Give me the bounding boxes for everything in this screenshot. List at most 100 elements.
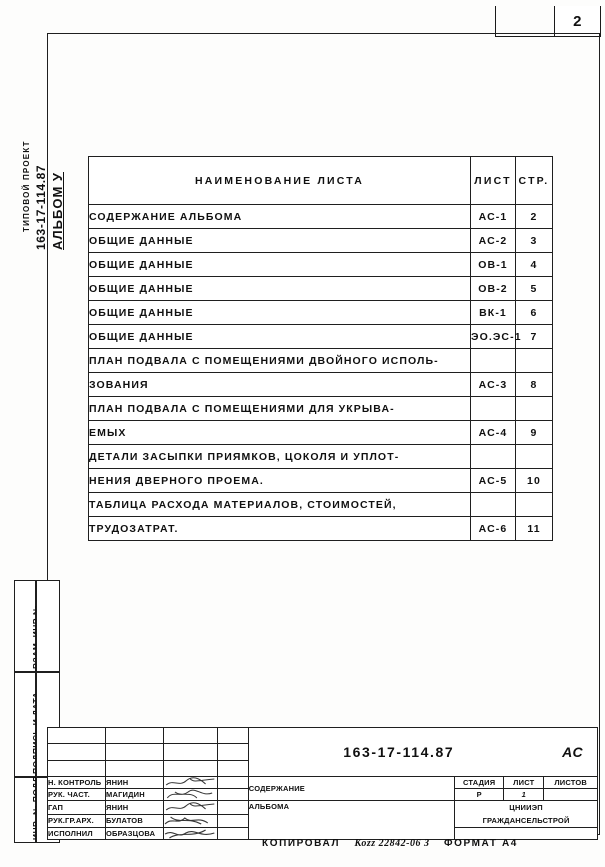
row-name-cont: ЗОВАНИЯ (88, 372, 471, 397)
row-name-cont: ТРУДОЗАТРАТ. (88, 516, 471, 541)
table-row: ПЛАН ПОДВАЛА С ПОМЕЩЕНИЯМИ ДВОЙНОГО ИСПО… (88, 348, 553, 373)
signature-scribble-icon (164, 829, 215, 839)
table-row: ТРУДОЗАТРАТ. АС-6 11 (88, 516, 553, 541)
row-page: 5 (515, 276, 553, 301)
table-row: ОБЩИЕ ДАННЫЕ ОВ-2 5 (88, 276, 553, 301)
row-sheet: АС-4 (470, 420, 516, 445)
margin-strip-podpis: ПОДПИСЬ И ДАТА (14, 672, 41, 777)
row-name: ОБЩИЕ ДАННЫЕ (88, 324, 471, 349)
signature-name: БУЛАТОВ (105, 813, 164, 828)
title-block: 163-17-114.87 АС Н. КОНТРОЛЬ Я (47, 726, 599, 840)
table-row: ПЛАН ПОДВАЛА С ПОМЕЩЕНИЯМИ ДЛЯ УКРЫВА- (88, 396, 553, 421)
document-code-cell: 163-17-114.87 АС (247, 727, 599, 777)
signature-scribble-icon (166, 789, 213, 799)
signature-mark (163, 827, 218, 840)
organization-name-2: ГРАЖДАНСЕЛЬСТРОЙ (454, 814, 598, 828)
signature-date (216, 827, 249, 840)
row-name: ОБЩИЕ ДАННЫЕ (88, 300, 471, 325)
header-sheet: ЛИСТ (470, 156, 516, 205)
row-name: ТАБЛИЦА РАСХОДА МАТЕРИАЛОВ, СТОИМОСТЕЙ, (88, 492, 471, 517)
rev3-cell-role (47, 759, 106, 778)
signature-date (216, 776, 249, 789)
row-page: 2 (515, 204, 553, 229)
row-page: 3 (515, 228, 553, 253)
row-page: 8 (515, 372, 553, 397)
margin-strip-blank-upper (36, 580, 60, 672)
rev2-cell-role (47, 743, 106, 761)
title-block-rev-row-2 (47, 743, 598, 761)
row-sheet-blank (470, 492, 516, 517)
document-code: 163-17-114.87 (343, 744, 455, 760)
row-sheet-blank (470, 348, 516, 373)
stage-value: Р (454, 788, 505, 801)
table-row: ОБЩИЕ ДАННЫЕ ОВ-1 4 (88, 252, 553, 277)
row-page: 10 (515, 468, 553, 493)
rev3-cell-date (216, 759, 249, 778)
title-block-rev-row: 163-17-114.87 АС (47, 726, 599, 777)
rev-cell-date (216, 726, 249, 745)
row-name: ПЛАН ПОДВАЛА С ПОМЕЩЕНИЯМИ ДВОЙНОГО ИСПО… (88, 348, 471, 373)
margin-strip-vzam: ВЗАМ. ИНВ.№ (14, 580, 41, 672)
rev3-cell-sign (163, 759, 218, 778)
title-block-rev-row-3 (47, 759, 598, 778)
signature-date (216, 813, 249, 828)
rev-cell-role (47, 726, 106, 745)
signature-mark (163, 813, 218, 828)
sheets-header: ЛИСТОВ (543, 776, 598, 789)
table-row: ОБЩИЕ ДАННЫЕ ЭО.ЭС-1 7 (88, 324, 553, 349)
rev-cell-name (105, 726, 164, 745)
signature-scribble-icon (164, 816, 209, 825)
row-sheet: АС-1 (470, 204, 516, 229)
signature-row: ИСПОЛНИЛ ОБРАЗЦОВА (47, 827, 598, 840)
table-row: ДЕТАЛИ ЗАСЫПКИ ПРИЯМКОВ, ЦОКОЛЯ И УПЛОТ- (88, 444, 553, 469)
signature-row: РУК. ЧАСТ. МАГИДИН Р 1 (47, 788, 598, 801)
row-page-blank (515, 492, 553, 517)
table-row: НЕНИЯ ДВЕРНОГО ПРОЕМА. АС-5 10 (88, 468, 553, 493)
table-row: ОБЩИЕ ДАННЫЕ ВК-1 6 (88, 300, 553, 325)
row-name: ОБЩИЕ ДАННЫЕ (88, 228, 471, 253)
table-row: ТАБЛИЦА РАСХОДА МАТЕРИАЛОВ, СТОИМОСТЕЙ, (88, 492, 553, 517)
signature-mark (163, 800, 218, 815)
signature-name: МАГИДИН (105, 788, 164, 801)
organization-blank (454, 827, 598, 840)
sheet-header: ЛИСТ (503, 776, 545, 789)
row-name: ДЕТАЛИ ЗАСЫПКИ ПРИЯМКОВ, ЦОКОЛЯ И УПЛОТ- (88, 444, 471, 469)
signature-role: ГАП (47, 800, 106, 815)
row-page: 6 (515, 300, 553, 325)
row-name: СОДЕРЖАНИЕ АЛЬБОМА (88, 204, 471, 229)
row-page: 9 (515, 420, 553, 445)
row-sheet: ОВ-2 (470, 276, 516, 301)
signature-mark (163, 788, 218, 801)
signature-scribble-icon (165, 777, 215, 786)
format-note: ФОРМАТ А4 (443, 838, 518, 849)
rev2-cell-sign (163, 743, 218, 761)
signature-date (216, 800, 249, 815)
table-row: ЗОВАНИЯ АС-3 8 (88, 372, 553, 397)
table-row: ЕМЫХ АС-4 9 (88, 420, 553, 445)
row-name: ОБЩИЕ ДАННЫЕ (88, 252, 471, 277)
row-sheet-blank (470, 444, 516, 469)
signature-name: ОБРАЗЦОВА (105, 827, 164, 840)
row-sheet: АС-5 (470, 468, 516, 493)
row-page: 7 (515, 324, 553, 349)
sheets-value (543, 788, 598, 801)
signature-mark (163, 776, 218, 789)
row-name: ПЛАН ПОДВАЛА С ПОМЕЩЕНИЯМИ ДЛЯ УКРЫВА- (88, 396, 471, 421)
rev-cell-sign (163, 726, 218, 745)
signature-scribble-icon (165, 801, 215, 811)
document-title-line-2: АЛЬБОМА (247, 800, 456, 840)
table-row: СОДЕРЖАНИЕ АЛЬБОМА АС-1 2 (88, 204, 553, 229)
copied-label: КОПИРОВАЛ (262, 838, 341, 849)
row-page: 4 (515, 252, 553, 277)
row-sheet: АС-3 (470, 372, 516, 397)
page-number: 2 (554, 6, 601, 37)
row-sheet: АС-2 (470, 228, 516, 253)
signature-row: ГАП ЯНИН АЛЬБОМА ЦНИИЭП (47, 800, 598, 840)
row-name-cont: НЕНИЯ ДВЕРНОГО ПРОЕМА. (88, 468, 471, 493)
document-mark: АС (562, 744, 584, 760)
row-sheet: ОВ-1 (470, 252, 516, 277)
margin-strip-inv: ИНВ. № ПОДЛ. (14, 773, 41, 843)
row-page-blank (515, 348, 553, 373)
copy-code: Коzz 22842-06 З (354, 838, 430, 849)
signature-role: Н. КОНТРОЛЬ (47, 776, 106, 789)
